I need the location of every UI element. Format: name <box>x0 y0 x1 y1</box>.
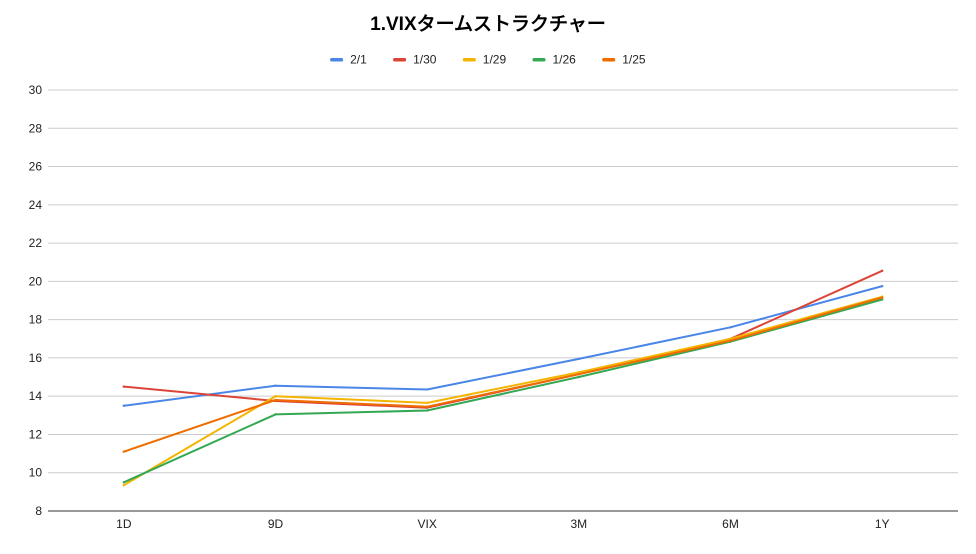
legend-item[interactable]: 1/29 <box>462 53 507 67</box>
legend-label: 1/29 <box>483 53 507 67</box>
legend-item[interactable]: 1/30 <box>393 53 437 67</box>
data-point <box>425 401 429 405</box>
series-line <box>122 285 884 407</box>
legend-swatch <box>602 58 616 62</box>
data-point <box>274 394 277 398</box>
data-point <box>880 269 884 273</box>
data-point <box>122 404 126 407</box>
legend-swatch <box>532 58 546 62</box>
data-point <box>880 296 884 299</box>
y-tick-label: 20 <box>29 274 43 288</box>
legend-label: 2/1 <box>350 53 367 67</box>
chart-series <box>122 269 884 487</box>
data-point <box>729 326 732 329</box>
series-group <box>122 296 884 453</box>
data-point <box>577 357 581 361</box>
data-point <box>122 481 126 484</box>
legend-item[interactable]: 1/26 <box>532 53 577 67</box>
x-tick-label: VIX <box>417 517 436 531</box>
x-tick-label: 6M <box>722 517 739 531</box>
y-tick-label: 8 <box>35 504 42 518</box>
legend-label: 1/30 <box>413 53 437 67</box>
legend-swatch <box>330 58 344 62</box>
data-point <box>577 375 581 379</box>
y-tick-label: 22 <box>29 236 43 250</box>
data-point <box>122 483 126 487</box>
x-axis: 1D 9D VIX 3M 6M 1Y <box>116 517 889 531</box>
chart-gridlines <box>48 89 958 512</box>
y-tick-label: 10 <box>29 466 43 480</box>
legend-label: 1/26 <box>553 53 577 67</box>
y-tick-label: 30 <box>29 83 43 97</box>
x-tick-label: 1Y <box>875 517 890 531</box>
y-tick-label: 18 <box>29 313 43 327</box>
legend-swatch <box>393 58 407 62</box>
y-tick-label: 24 <box>29 198 43 212</box>
x-tick-label: 3M <box>570 517 587 531</box>
data-point <box>274 384 277 387</box>
series-line <box>122 296 884 453</box>
data-point <box>880 284 884 288</box>
data-point <box>425 405 429 408</box>
series-group <box>122 284 884 407</box>
data-point <box>577 371 581 374</box>
y-tick-label: 28 <box>29 121 43 135</box>
data-point <box>425 388 429 391</box>
y-tick-label: 12 <box>29 427 43 441</box>
data-point <box>577 372 581 376</box>
series-line <box>122 295 884 487</box>
data-point <box>122 450 126 453</box>
y-tick-label: 26 <box>29 160 43 174</box>
y-tick-label: 14 <box>29 389 43 403</box>
data-point <box>274 398 277 402</box>
chart-legend: 2/1 1/30 1/29 1/26 1/25 <box>330 53 646 67</box>
legend-swatch <box>462 58 476 62</box>
series-group <box>122 298 884 484</box>
data-point <box>729 337 732 340</box>
series-line <box>122 298 884 484</box>
data-point <box>880 298 884 301</box>
data-point <box>274 413 277 416</box>
y-tick-label: 16 <box>29 351 43 365</box>
data-point <box>729 339 732 342</box>
x-tick-label: 9D <box>268 517 284 531</box>
legend-item[interactable]: 1/25 <box>602 53 646 67</box>
y-axis: 8 10 12 14 16 18 20 22 24 26 28 30 <box>29 83 43 518</box>
chart-title: 1.VIXタームストラクチャー <box>370 13 606 35</box>
x-tick-label: 1D <box>116 517 132 531</box>
data-point <box>425 409 429 412</box>
legend-item[interactable]: 2/1 <box>330 53 367 67</box>
data-point <box>122 385 126 388</box>
legend-label: 1/25 <box>622 53 646 67</box>
